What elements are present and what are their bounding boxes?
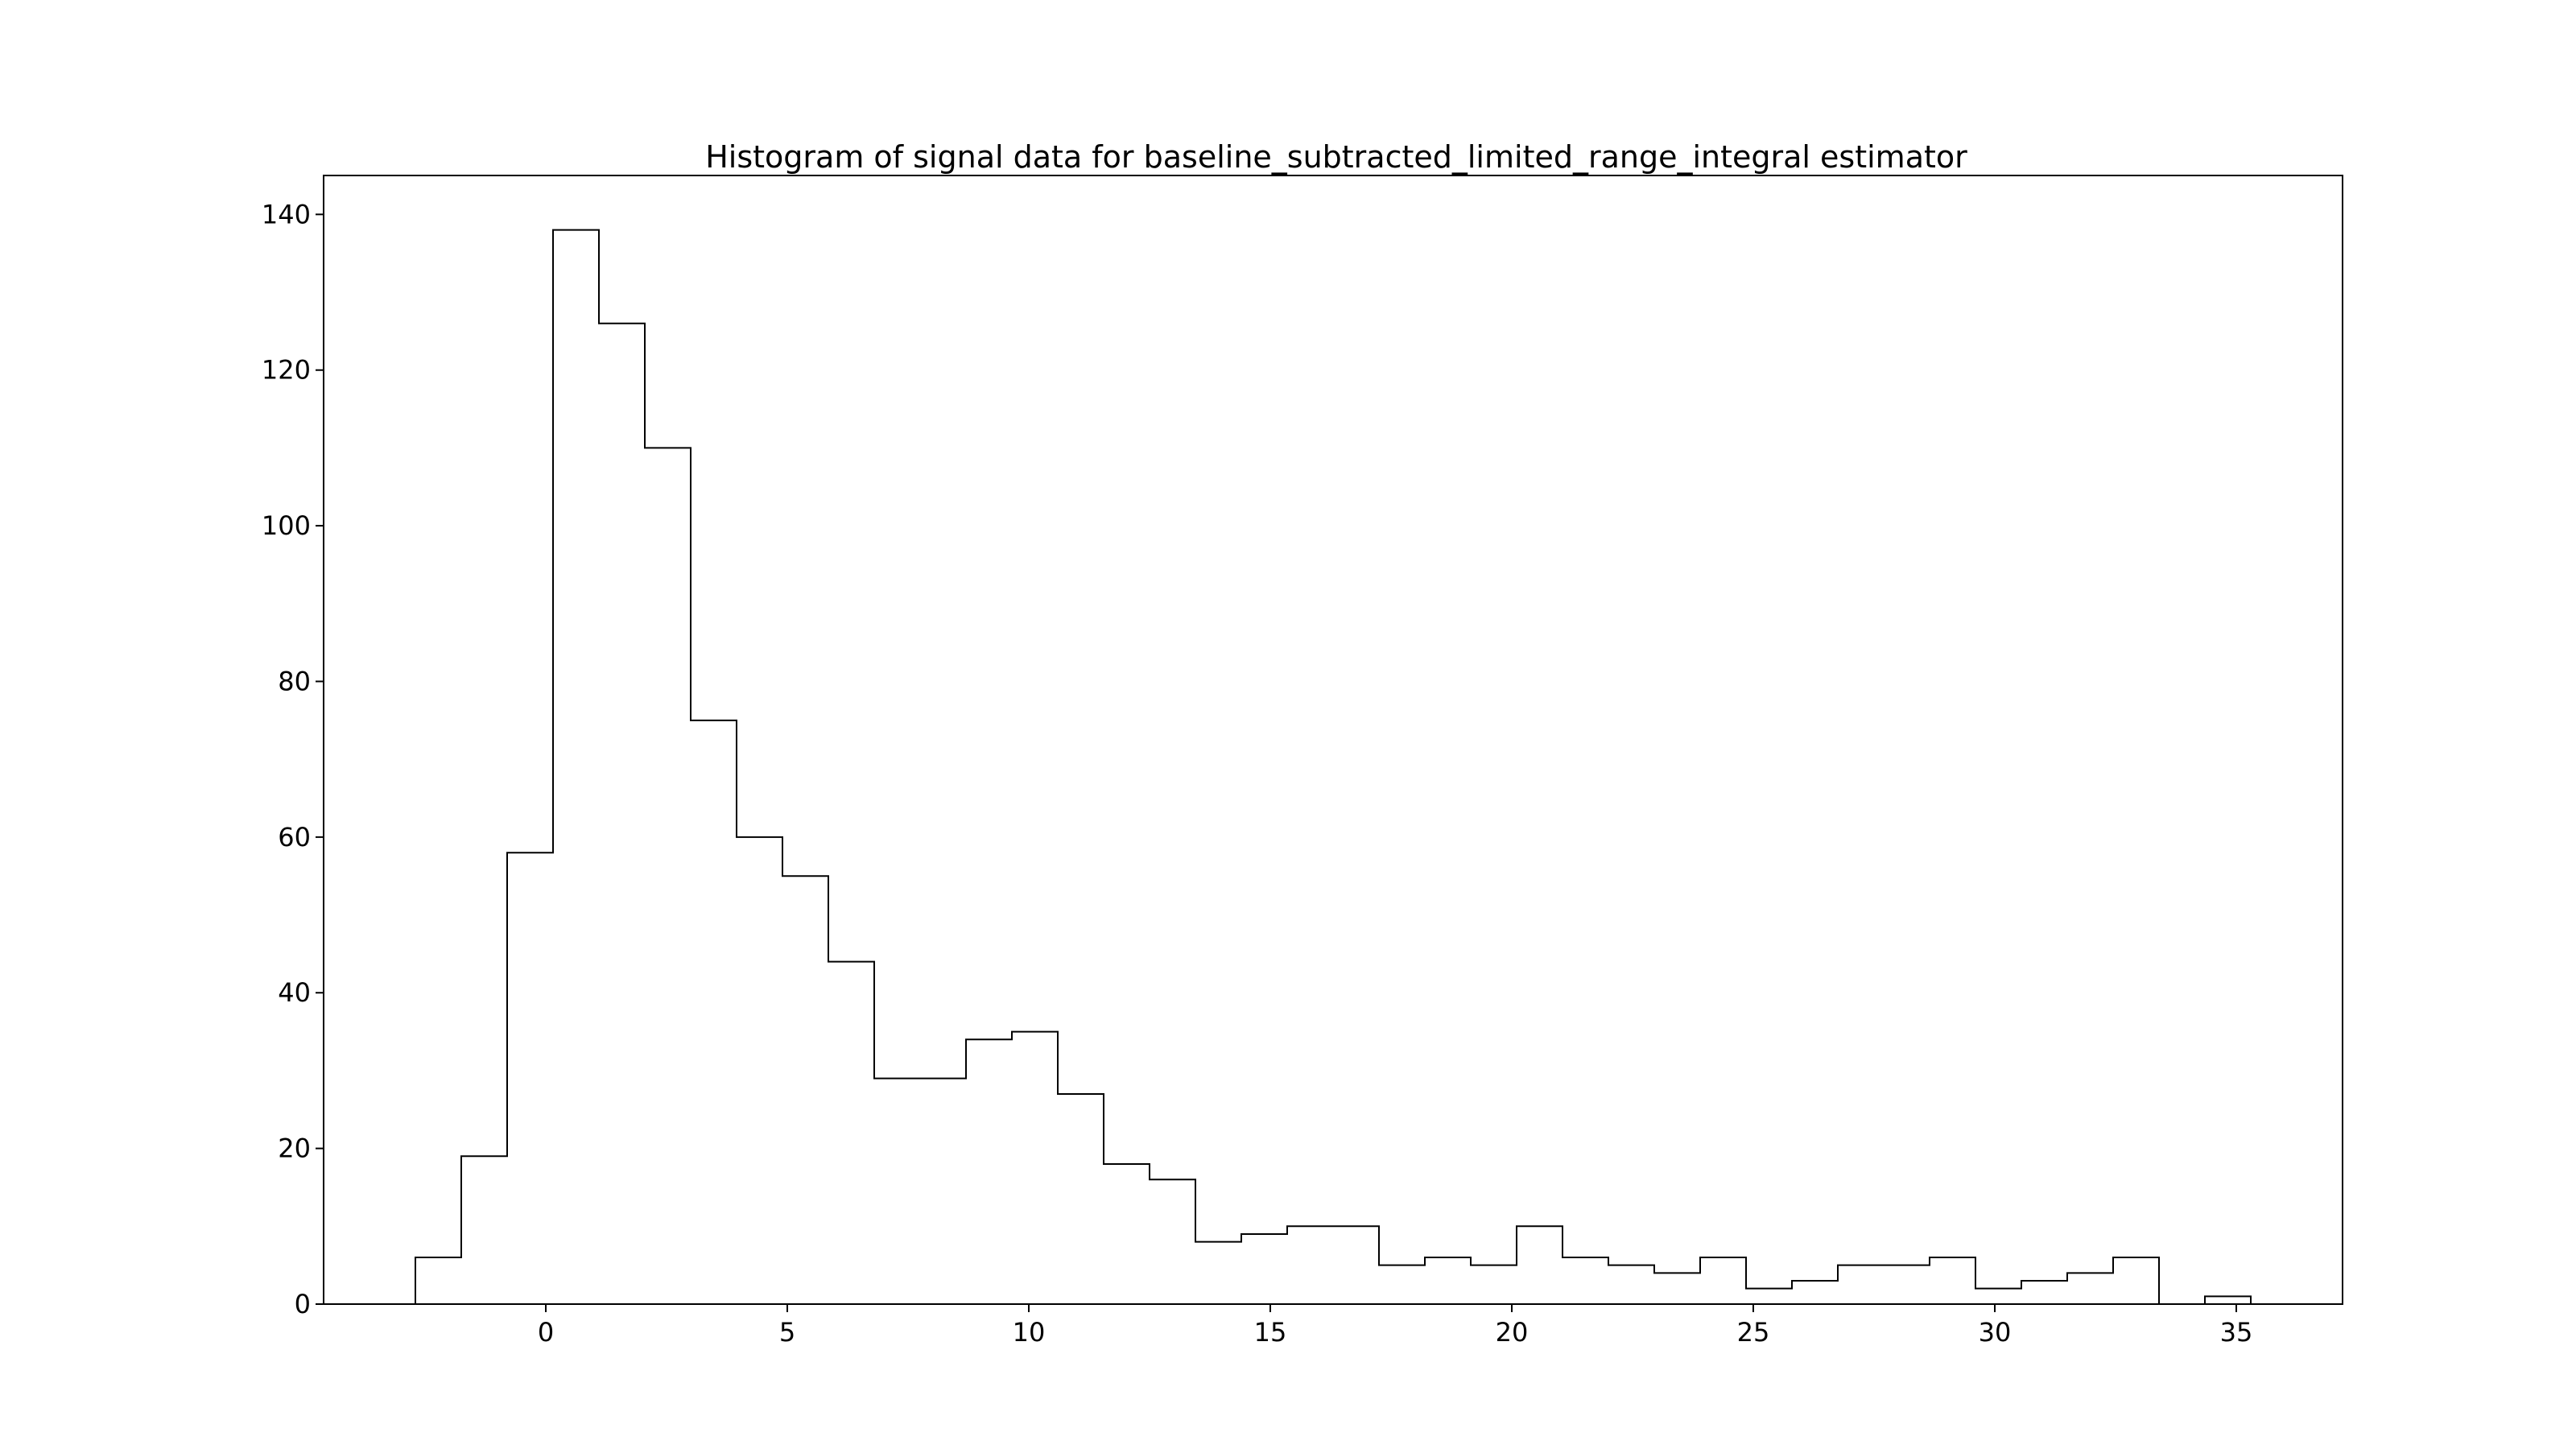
- x-tick-label: 20: [1496, 1317, 1529, 1348]
- y-tick-label: 40: [278, 977, 311, 1008]
- x-tick-label: 0: [538, 1317, 554, 1348]
- x-tick-label: 15: [1254, 1317, 1287, 1348]
- y-tick-label: 140: [262, 199, 311, 229]
- chart-title: Histogram of signal data for baseline_su…: [705, 139, 1967, 175]
- y-tick-label: 20: [278, 1133, 311, 1164]
- x-tick-label: 10: [1013, 1317, 1046, 1348]
- y-tick-label: 80: [278, 666, 311, 696]
- axes-frame: [323, 175, 2343, 1305]
- x-tick-label: 30: [1979, 1317, 2012, 1348]
- y-axis: 0 20 40 60 80 100 120 140: [262, 199, 324, 1319]
- plot-area: [415, 229, 2252, 1305]
- x-axis: 0 5 10 15 20 25 30 35: [538, 1304, 2253, 1348]
- y-tick-label: 120: [262, 355, 311, 386]
- x-tick-label: 25: [1737, 1317, 1770, 1348]
- x-tick-label: 5: [779, 1317, 795, 1348]
- y-tick-label: 60: [278, 822, 311, 852]
- histogram-step-line: [415, 229, 2252, 1305]
- x-tick-label: 35: [2220, 1317, 2253, 1348]
- y-tick-label: 100: [262, 510, 311, 541]
- y-tick-label: 0: [295, 1289, 311, 1319]
